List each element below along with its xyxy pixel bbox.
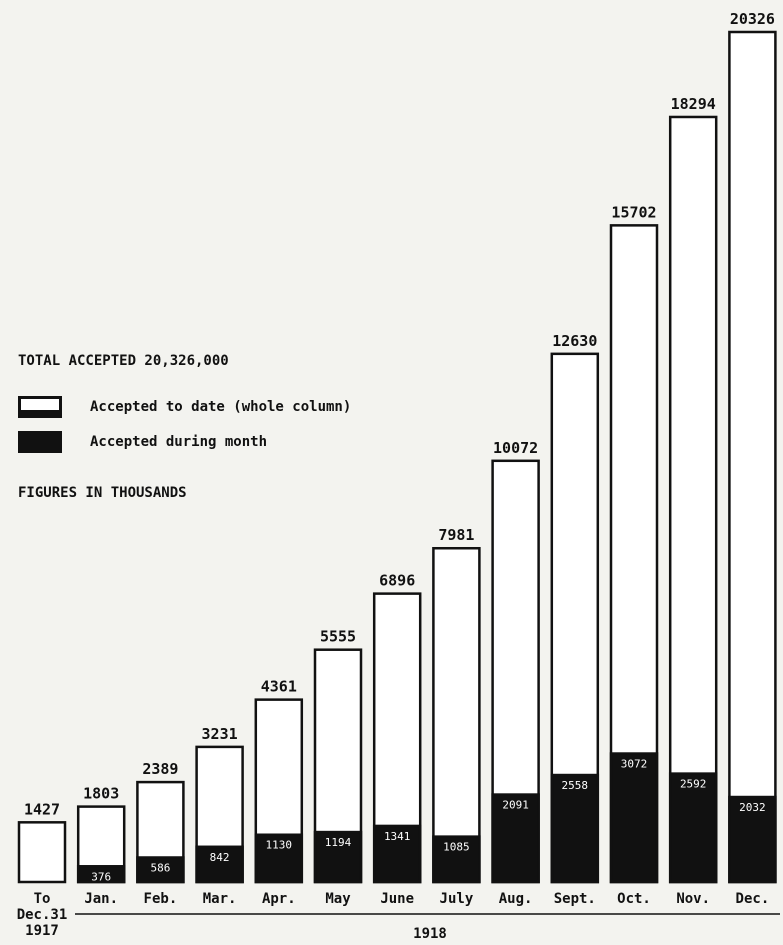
units-note: FIGURES IN THOUSANDS [18, 485, 187, 501]
x-tick-label: May [325, 891, 351, 907]
x-tick-label: July [440, 891, 474, 907]
bar-monthly [491, 793, 540, 884]
x-tick-label: Nov. [676, 891, 710, 907]
data-label-monthly: 586 [150, 861, 170, 874]
bar-monthly [550, 773, 600, 884]
data-label-cumulative: 18294 [671, 95, 716, 113]
bar-monthly [254, 833, 304, 884]
data-label-monthly: 1341 [384, 830, 411, 843]
data-label-monthly: 2592 [680, 778, 707, 791]
legend-item-cumulative: Accepted to date (whole column) [18, 396, 351, 418]
data-label-cumulative: 5555 [320, 628, 356, 646]
bar-cumulative [17, 821, 67, 884]
data-label-monthly: 2091 [502, 799, 529, 812]
data-label-cumulative: 2389 [142, 760, 178, 778]
x-tick-label: Jan. [84, 891, 118, 907]
x-tick-label: 1917 [25, 923, 59, 939]
data-label-monthly: 2558 [562, 779, 589, 792]
bar-monthly [609, 752, 659, 884]
data-label-cumulative: 20326 [730, 10, 775, 28]
data-label-cumulative: 10072 [493, 439, 538, 457]
legend-swatch-cumulative [18, 396, 62, 418]
x-tick-label: Feb. [144, 891, 178, 907]
data-label-monthly: 842 [210, 851, 230, 864]
bar-monthly [432, 835, 481, 884]
bar-monthly [372, 824, 422, 884]
legend-item-monthly: Accepted during month [18, 431, 267, 453]
group-label: 1918 [413, 926, 447, 942]
data-label-cumulative: 7981 [438, 526, 474, 544]
data-label-cumulative: 15702 [611, 203, 656, 221]
legend-title: TOTAL ACCEPTED 20,326,000 [18, 353, 229, 369]
bar-monthly [195, 845, 244, 884]
bar-monthly [668, 772, 718, 884]
x-tick-label: Apr. [262, 891, 296, 907]
data-label-cumulative: 1803 [83, 785, 119, 803]
x-tick-label: Oct. [617, 891, 651, 907]
data-label-monthly: 376 [91, 870, 111, 883]
data-label-monthly: 1130 [266, 839, 293, 852]
legend-label-cumulative: Accepted to date (whole column) [90, 399, 352, 415]
bar-cumulative [432, 546, 481, 884]
x-tick-label: Dec. [736, 891, 770, 907]
data-label-cumulative: 12630 [552, 332, 597, 350]
x-tick-label: To [34, 891, 51, 907]
bar-monthly [76, 865, 126, 884]
legend-swatch-monthly [18, 431, 62, 453]
x-tick-label: Sept. [554, 891, 596, 907]
data-label-cumulative: 6896 [379, 572, 415, 590]
bar-cumulative [668, 115, 718, 884]
x-tick-label: Dec.31 [17, 907, 68, 923]
data-label-cumulative: 3231 [202, 725, 238, 743]
data-label-monthly: 2032 [739, 801, 766, 814]
bar-monthly [728, 795, 777, 884]
x-tick-label: Aug. [499, 891, 533, 907]
bar-monthly [313, 830, 363, 884]
bar-cumulative [728, 30, 777, 884]
x-tick-label: June [380, 891, 414, 907]
x-tick-label: Mar. [203, 891, 237, 907]
data-label-monthly: 1085 [443, 841, 470, 854]
data-label-monthly: 1194 [325, 836, 352, 849]
data-label-cumulative: 4361 [261, 678, 297, 696]
bar-monthly [136, 856, 185, 884]
legend-label-monthly: Accepted during month [90, 434, 268, 450]
data-label-cumulative: 1427 [24, 800, 60, 818]
data-label-monthly: 3072 [621, 758, 648, 771]
